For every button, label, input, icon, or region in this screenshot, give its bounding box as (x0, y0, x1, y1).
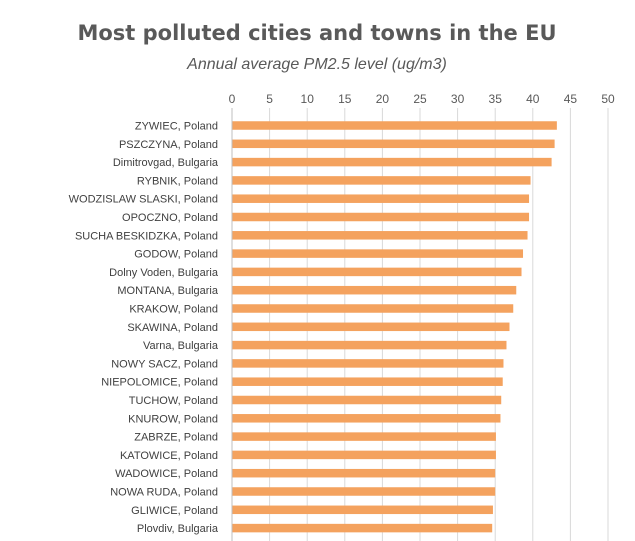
category-label: Dimitrovgad, Bulgaria (113, 157, 219, 169)
category-label: Varna, Bulgaria (143, 340, 219, 352)
chart-title: Most polluted cities and towns in the EU (77, 21, 556, 45)
bar (232, 505, 493, 515)
bar (232, 359, 504, 368)
bar (232, 121, 557, 130)
x-tick-label: 5 (266, 92, 273, 106)
bar (232, 377, 503, 386)
bar (232, 340, 507, 350)
category-label: SUCHA BESKIDZKA, Poland (75, 230, 218, 242)
bars (232, 121, 557, 533)
x-tick-label: 15 (338, 92, 352, 106)
bar (232, 249, 524, 258)
x-tick-label: 20 (376, 92, 390, 106)
category-label: WADOWICE, Poland (115, 468, 218, 480)
x-tick-label: 35 (489, 92, 503, 106)
category-label: NOWA RUDA, Poland (110, 487, 218, 499)
x-tick-label: 0 (229, 92, 236, 106)
bar (232, 212, 530, 222)
bar (232, 468, 496, 478)
category-label: ZABRZE, Poland (134, 432, 218, 444)
bar (232, 285, 517, 295)
category-label: NOWY SACZ, Poland (111, 358, 218, 370)
category-label: KATOWICE, Poland (120, 450, 218, 462)
category-label: WODZISLAW SLASKI, Poland (69, 194, 218, 206)
category-label: OPOCZNO, Poland (122, 212, 218, 224)
bar (232, 487, 496, 496)
bar (232, 395, 502, 405)
category-label: NIEPOLOMICE, Poland (101, 377, 218, 389)
category-label: GLIWICE, Poland (131, 505, 218, 517)
bar (232, 523, 493, 533)
category-label: GODOW, Poland (134, 249, 218, 261)
bar (232, 322, 510, 332)
category-label: TUCHOW, Poland (129, 395, 218, 407)
bar (232, 139, 555, 149)
category-label: Dolny Voden, Bulgaria (109, 267, 219, 279)
bar (232, 450, 496, 460)
x-tick-label: 10 (301, 92, 315, 106)
category-label: PSZCZYNA, Poland (119, 139, 218, 151)
x-tick-label: 40 (526, 92, 540, 106)
bar (232, 432, 496, 441)
category-label: KRAKOW, Poland (129, 304, 218, 316)
category-labels: ZYWIEC, Poland PSZCZYNA, Poland Dimitrovga… (69, 121, 219, 536)
x-tick-label: 50 (601, 92, 615, 106)
x-tick-label: 25 (413, 92, 427, 106)
bar (232, 304, 514, 313)
x-tick-label: 30 (451, 92, 465, 106)
x-axis-ticks: 0 5 10 15 20 25 30 35 40 45 50 (229, 92, 615, 106)
category-label: MONTANA, Bulgaria (117, 285, 219, 297)
bar (232, 231, 528, 240)
bar (232, 267, 522, 277)
bar (232, 157, 552, 167)
category-label: ZYWIEC, Poland (135, 121, 218, 133)
category-label: Plovdiv, Bulgaria (137, 523, 219, 535)
chart-subtitle: Annual average PM2.5 level (ug/m3) (186, 56, 447, 73)
bar (232, 194, 530, 203)
x-tick-label: 45 (564, 92, 578, 106)
bar (232, 176, 531, 185)
category-label: SKAWINA, Poland (127, 322, 218, 334)
bar (232, 414, 501, 423)
category-label: KNUROW, Poland (128, 413, 218, 425)
category-label: RYBNIK, Poland (137, 175, 218, 187)
